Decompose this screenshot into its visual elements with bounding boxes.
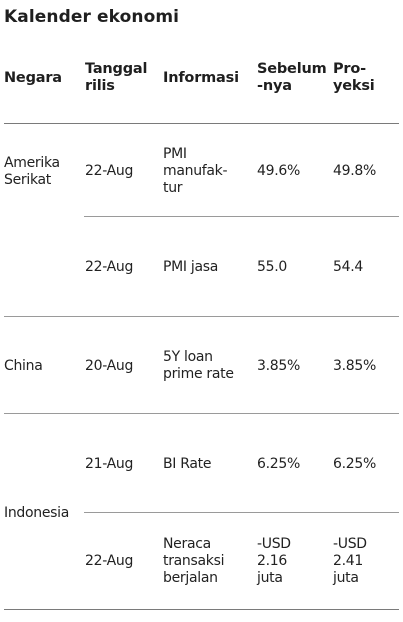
row-date: 22-Aug (85, 553, 134, 569)
row-previous: 55.0 (257, 259, 287, 275)
header-country: Negara (4, 70, 62, 86)
row-previous: -USD 2.16 juta (257, 536, 291, 586)
table-bottom-rule (4, 609, 399, 610)
row-info: Neraca transaksi berjalan (163, 536, 225, 586)
row-date: 21-Aug (85, 456, 134, 472)
row-divider (4, 413, 399, 414)
row-previous: 49.6% (257, 163, 300, 179)
row-projection: 6.25% (333, 456, 376, 472)
row-divider (84, 512, 399, 513)
header-divider (4, 123, 399, 124)
country-indonesia: Indonesia (4, 505, 70, 521)
row-date: 20-Aug (85, 358, 134, 374)
row-divider (4, 316, 399, 317)
country-us: Amerika Serikat (4, 155, 60, 188)
row-projection: 3.85% (333, 358, 376, 374)
row-info: PMI jasa (163, 259, 219, 275)
row-divider (84, 216, 399, 217)
row-projection: 49.8% (333, 163, 376, 179)
header-info: Informasi (163, 70, 239, 86)
row-info: 5Y loan prime rate (163, 349, 234, 382)
header-previous: Sebelum -nya (257, 61, 327, 94)
row-projection: 54.4 (333, 259, 363, 275)
row-previous: 6.25% (257, 456, 300, 472)
row-date: 22-Aug (85, 163, 134, 179)
country-china: China (4, 358, 43, 374)
header-projection: Pro- yeksi (333, 61, 375, 94)
row-info: PMI manufak- tur (163, 146, 228, 196)
row-projection: -USD 2.41 juta (333, 536, 367, 586)
row-date: 22-Aug (85, 259, 134, 275)
header-date: Tanggal rilis (85, 61, 148, 94)
row-previous: 3.85% (257, 358, 300, 374)
page-title: Kalender ekonomi (4, 7, 180, 27)
row-info: BI Rate (163, 456, 212, 472)
